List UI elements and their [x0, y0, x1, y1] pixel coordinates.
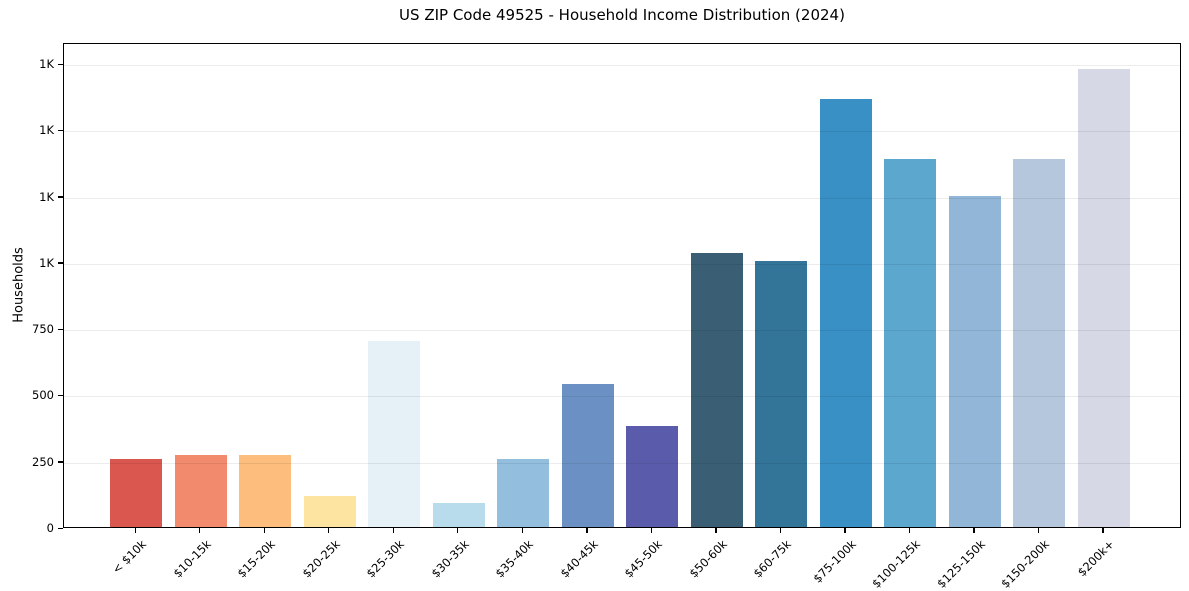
- x-tick-mark: [715, 528, 717, 533]
- bar-$100-125k: [884, 158, 937, 527]
- x-tick-label: $45-50k: [621, 537, 666, 581]
- y-tick-label: 500: [32, 388, 54, 403]
- x-tick-mark: [1102, 528, 1104, 533]
- bar-$75-100k: [819, 98, 872, 527]
- y-tick-label: 750: [32, 322, 54, 337]
- y-tick-mark: [58, 328, 63, 331]
- y-tick-mark: [58, 262, 63, 264]
- bar-$125-150k: [948, 195, 1001, 527]
- bar-$45-50k: [626, 426, 679, 527]
- bar-$35-40k: [497, 458, 550, 527]
- y-tick-mark: [58, 196, 63, 198]
- gridline: [64, 462, 1180, 464]
- x-tick-label: $30-35k: [428, 537, 472, 581]
- x-tick-label: $20-25k: [299, 537, 343, 581]
- bar-$40-45k: [561, 384, 614, 527]
- gridline: [64, 330, 1180, 332]
- y-tick-mark: [58, 63, 63, 65]
- x-tick-label: < $10k: [109, 537, 149, 577]
- y-tick-mark: [58, 394, 63, 397]
- x-tick-label: $75-100k: [810, 537, 859, 586]
- x-tick-mark: [392, 528, 394, 533]
- bar-$150-200k: [1013, 158, 1066, 527]
- x-tick-label: $125-150k: [934, 537, 988, 591]
- x-tick-label: $200k+: [1074, 537, 1117, 580]
- x-tick-label: $40-45k: [557, 537, 601, 581]
- bar-$200k+: [1077, 68, 1130, 527]
- bar-$50-60k: [690, 252, 743, 527]
- gridline: [64, 197, 1180, 199]
- x-tick-mark: [844, 528, 846, 533]
- x-tick-mark: [134, 528, 136, 533]
- gridline: [64, 65, 1180, 67]
- x-tick-label: $10-15k: [169, 537, 214, 581]
- x-tick-mark: [328, 528, 330, 533]
- bar-< $10k: [110, 458, 162, 527]
- x-tick-label: $50-60k: [686, 537, 730, 581]
- y-tick-label: 250: [32, 454, 54, 469]
- x-tick-mark: [779, 528, 782, 533]
- x-tick-label: $15-20k: [234, 537, 278, 581]
- bar-$25-30k: [368, 341, 421, 527]
- x-tick-mark: [908, 528, 911, 533]
- x-tick-label: $150-200k: [998, 537, 1053, 591]
- x-tick-label: $25-30k: [363, 537, 408, 581]
- y-tick-label: 1K: [39, 255, 54, 270]
- y-tick-label: 1K: [39, 57, 54, 72]
- x-tick-mark: [1037, 528, 1040, 533]
- y-tick-mark: [58, 461, 63, 463]
- gridline: [64, 263, 1180, 265]
- bar-$20-25k: [303, 495, 356, 527]
- chart-title: US ZIP Code 49525 - Household Income Dis…: [399, 6, 845, 24]
- bar-$60-75k: [755, 260, 808, 527]
- x-tick-label: $60-75k: [750, 537, 795, 581]
- x-tick-mark: [586, 528, 588, 533]
- x-tick-mark: [263, 528, 265, 533]
- x-tick-mark: [457, 528, 459, 533]
- gridline: [64, 396, 1180, 398]
- x-tick-mark: [521, 528, 523, 533]
- x-tick-mark: [199, 528, 201, 533]
- x-tick-label: $100-125k: [869, 537, 924, 591]
- plot-area: [63, 43, 1181, 528]
- y-tick-label: 1K: [39, 189, 54, 204]
- x-tick-mark: [973, 528, 975, 533]
- y-tick-label: 1K: [39, 123, 54, 138]
- y-tick-label: 0: [46, 521, 54, 535]
- x-tick-mark: [650, 528, 653, 533]
- bar-$15-20k: [239, 454, 292, 527]
- bar-$30-35k: [432, 503, 485, 527]
- y-tick-mark: [58, 129, 63, 132]
- gridline: [64, 131, 1180, 133]
- x-tick-label: $35-40k: [492, 537, 537, 581]
- bar-$10-15k: [174, 454, 227, 527]
- y-tick-mark: [58, 527, 63, 529]
